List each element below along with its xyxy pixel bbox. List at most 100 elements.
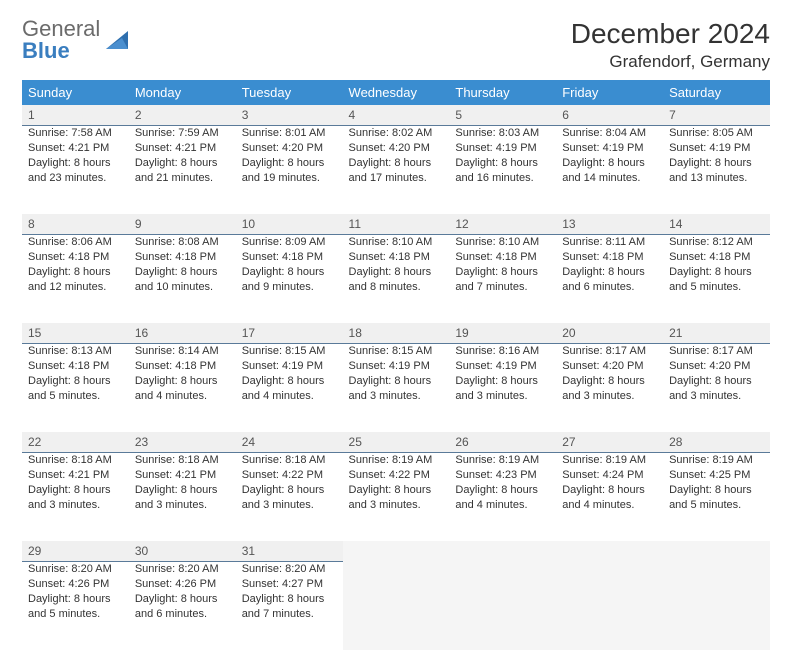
daylight-text-2: and 5 minutes. (28, 607, 123, 622)
day-21-number: 21 (663, 323, 770, 344)
sunset-text: Sunset: 4:18 PM (455, 250, 550, 265)
day-27-cell: Sunrise: 8:19 AMSunset: 4:24 PMDaylight:… (556, 453, 663, 541)
day-23-cell: Sunrise: 8:18 AMSunset: 4:21 PMDaylight:… (129, 453, 236, 541)
day-11-cell: Sunrise: 8:10 AMSunset: 4:18 PMDaylight:… (343, 235, 450, 323)
sunrise-text: Sunrise: 8:09 AM (242, 235, 337, 250)
day-7-number: 7 (663, 105, 770, 126)
sunset-text: Sunset: 4:18 PM (28, 359, 123, 374)
day-22-number: 22 (22, 432, 129, 453)
daylight-text-1: Daylight: 8 hours (135, 483, 230, 498)
sunrise-text: Sunrise: 8:18 AM (28, 453, 123, 468)
weekday-header-row: SundayMondayTuesdayWednesdayThursdayFrid… (22, 80, 770, 105)
day-1-number: 1 (22, 105, 129, 126)
sunrise-text: Sunrise: 8:20 AM (135, 562, 230, 577)
daylight-text-2: and 5 minutes. (28, 389, 123, 404)
daylight-text-2: and 3 minutes. (28, 498, 123, 513)
daylight-text-1: Daylight: 8 hours (242, 265, 337, 280)
empty-daynum (663, 541, 770, 562)
weekday-thursday: Thursday (449, 80, 556, 105)
day-20-cell: Sunrise: 8:17 AMSunset: 4:20 PMDaylight:… (556, 344, 663, 432)
daylight-text-1: Daylight: 8 hours (28, 483, 123, 498)
weekday-saturday: Saturday (663, 80, 770, 105)
day-13-cell: Sunrise: 8:11 AMSunset: 4:18 PMDaylight:… (556, 235, 663, 323)
sunrise-text: Sunrise: 8:15 AM (349, 344, 444, 359)
week-4-daynum-row: 293031 (22, 541, 770, 562)
empty-cell (663, 562, 770, 650)
sunset-text: Sunset: 4:26 PM (135, 577, 230, 592)
daylight-text-2: and 3 minutes. (349, 498, 444, 513)
sunset-text: Sunset: 4:20 PM (562, 359, 657, 374)
daylight-text-1: Daylight: 8 hours (562, 483, 657, 498)
day-8-cell: Sunrise: 8:06 AMSunset: 4:18 PMDaylight:… (22, 235, 129, 323)
daylight-text-1: Daylight: 8 hours (455, 265, 550, 280)
day-31-number: 31 (236, 541, 343, 562)
daylight-text-1: Daylight: 8 hours (562, 265, 657, 280)
day-15-number: 15 (22, 323, 129, 344)
daylight-text-1: Daylight: 8 hours (349, 156, 444, 171)
daylight-text-2: and 7 minutes. (455, 280, 550, 295)
day-16-cell: Sunrise: 8:14 AMSunset: 4:18 PMDaylight:… (129, 344, 236, 432)
sunset-text: Sunset: 4:18 PM (242, 250, 337, 265)
day-15-cell: Sunrise: 8:13 AMSunset: 4:18 PMDaylight:… (22, 344, 129, 432)
sunrise-text: Sunrise: 7:58 AM (28, 126, 123, 141)
day-10-number: 10 (236, 214, 343, 235)
logo-text-2: Blue (22, 38, 70, 63)
daylight-text-1: Daylight: 8 hours (349, 265, 444, 280)
day-29-number: 29 (22, 541, 129, 562)
sunrise-text: Sunrise: 8:19 AM (349, 453, 444, 468)
logo-sail-icon (104, 29, 130, 51)
day-9-cell: Sunrise: 8:08 AMSunset: 4:18 PMDaylight:… (129, 235, 236, 323)
daylight-text-1: Daylight: 8 hours (135, 265, 230, 280)
daylight-text-1: Daylight: 8 hours (28, 156, 123, 171)
day-10-cell: Sunrise: 8:09 AMSunset: 4:18 PMDaylight:… (236, 235, 343, 323)
daylight-text-2: and 9 minutes. (242, 280, 337, 295)
day-14-cell: Sunrise: 8:12 AMSunset: 4:18 PMDaylight:… (663, 235, 770, 323)
sunset-text: Sunset: 4:22 PM (349, 468, 444, 483)
empty-daynum (449, 541, 556, 562)
day-14-number: 14 (663, 214, 770, 235)
daylight-text-1: Daylight: 8 hours (28, 265, 123, 280)
week-2-content-row: Sunrise: 8:13 AMSunset: 4:18 PMDaylight:… (22, 344, 770, 432)
day-28-number: 28 (663, 432, 770, 453)
weekday-friday: Friday (556, 80, 663, 105)
day-3-number: 3 (236, 105, 343, 126)
day-17-cell: Sunrise: 8:15 AMSunset: 4:19 PMDaylight:… (236, 344, 343, 432)
sunrise-text: Sunrise: 8:15 AM (242, 344, 337, 359)
daylight-text-2: and 19 minutes. (242, 171, 337, 186)
daylight-text-2: and 4 minutes. (135, 389, 230, 404)
sunrise-text: Sunrise: 8:20 AM (242, 562, 337, 577)
daylight-text-1: Daylight: 8 hours (242, 374, 337, 389)
sunset-text: Sunset: 4:25 PM (669, 468, 764, 483)
weekday-monday: Monday (129, 80, 236, 105)
day-4-cell: Sunrise: 8:02 AMSunset: 4:20 PMDaylight:… (343, 126, 450, 214)
sunset-text: Sunset: 4:19 PM (562, 141, 657, 156)
sunrise-text: Sunrise: 8:19 AM (562, 453, 657, 468)
sunrise-text: Sunrise: 8:20 AM (28, 562, 123, 577)
sunrise-text: Sunrise: 8:18 AM (242, 453, 337, 468)
sunrise-text: Sunrise: 8:16 AM (455, 344, 550, 359)
empty-daynum (556, 541, 663, 562)
daylight-text-2: and 14 minutes. (562, 171, 657, 186)
sunset-text: Sunset: 4:18 PM (669, 250, 764, 265)
day-12-number: 12 (449, 214, 556, 235)
sunrise-text: Sunrise: 8:11 AM (562, 235, 657, 250)
day-24-number: 24 (236, 432, 343, 453)
day-7-cell: Sunrise: 8:05 AMSunset: 4:19 PMDaylight:… (663, 126, 770, 214)
day-28-cell: Sunrise: 8:19 AMSunset: 4:25 PMDaylight:… (663, 453, 770, 541)
daylight-text-2: and 3 minutes. (455, 389, 550, 404)
empty-cell (556, 562, 663, 650)
daylight-text-2: and 5 minutes. (669, 498, 764, 513)
weekday-sunday: Sunday (22, 80, 129, 105)
empty-cell (343, 562, 450, 650)
daylight-text-2: and 4 minutes. (455, 498, 550, 513)
daylight-text-1: Daylight: 8 hours (242, 592, 337, 607)
daylight-text-1: Daylight: 8 hours (135, 592, 230, 607)
daylight-text-2: and 6 minutes. (135, 607, 230, 622)
day-5-cell: Sunrise: 8:03 AMSunset: 4:19 PMDaylight:… (449, 126, 556, 214)
sunset-text: Sunset: 4:19 PM (669, 141, 764, 156)
day-22-cell: Sunrise: 8:18 AMSunset: 4:21 PMDaylight:… (22, 453, 129, 541)
sunset-text: Sunset: 4:27 PM (242, 577, 337, 592)
daylight-text-2: and 3 minutes. (242, 498, 337, 513)
weekday-tuesday: Tuesday (236, 80, 343, 105)
sunrise-text: Sunrise: 8:10 AM (349, 235, 444, 250)
